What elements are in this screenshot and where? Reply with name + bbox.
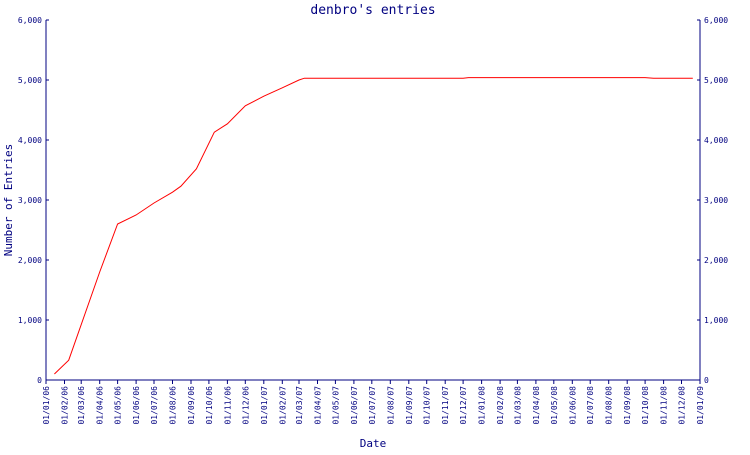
ticks: 0 0 1,000 1,000 2,000 2,000 3,000 3,000 4,000 4,0…: [18, 16, 728, 425]
x-tick-label: 01/07/07: [368, 386, 377, 425]
x-tick-label: 01/08/08: [605, 386, 614, 425]
x-tick-label: 01/02/06: [60, 386, 69, 425]
series-layer: [54, 77, 693, 375]
x-tick-label: 01/09/06: [187, 386, 196, 425]
series-line: [54, 77, 693, 375]
y-tick-label-left: 4,000: [18, 136, 42, 145]
y-tick-label-left: 6,000: [18, 16, 42, 25]
x-tick-label: 01/02/08: [496, 386, 505, 425]
x-tick-label: 01/02/07: [278, 386, 287, 425]
x-tick-label: 01/01/06: [42, 386, 51, 425]
y-tick-label-right: 3,000: [704, 196, 728, 205]
x-tick-label: 01/04/07: [314, 386, 323, 425]
x-tick-label: 01/03/08: [513, 386, 522, 425]
x-tick-label: 01/08/07: [386, 386, 395, 425]
chart-title: denbro's entries: [310, 3, 435, 18]
y-tick-label-right: 2,000: [704, 256, 728, 265]
x-tick-label: 01/01/09: [696, 386, 705, 425]
y-tick-label-left: 3,000: [18, 196, 42, 205]
axes: [45, 20, 701, 381]
y-tick-label-left: 0: [37, 376, 42, 385]
x-tick-label: 01/04/06: [96, 386, 105, 425]
x-tick-label: 01/09/07: [405, 386, 414, 425]
y-tick-label-right: 1,000: [704, 316, 728, 325]
y-tick-label-right: 0: [704, 376, 709, 385]
y-tick-label-right: 4,000: [704, 136, 728, 145]
x-tick-label: 01/12/08: [678, 386, 687, 425]
x-tick-label: 01/10/07: [423, 386, 432, 425]
x-tick-label: 01/04/08: [532, 386, 541, 425]
y-tick-label-left: 1,000: [18, 316, 42, 325]
x-tick-label: 01/07/08: [586, 386, 595, 425]
x-tick-label: 01/06/07: [350, 386, 359, 425]
x-tick-label: 01/11/07: [441, 386, 450, 425]
x-tick-label: 01/03/06: [77, 386, 86, 425]
x-tick-label: 01/01/07: [260, 386, 269, 425]
x-tick-label: 01/06/08: [568, 386, 577, 425]
x-tick-label: 01/07/06: [150, 386, 159, 425]
y-tick-label-left: 5,000: [18, 76, 42, 85]
y-axis-label: Number of Entries: [2, 144, 15, 257]
x-tick-label: 01/08/06: [169, 386, 178, 425]
x-axis-label: Date: [360, 437, 387, 450]
x-tick-label: 01/01/08: [478, 386, 487, 425]
y-tick-label-right: 5,000: [704, 76, 728, 85]
x-tick-label: 01/05/08: [550, 386, 559, 425]
x-tick-label: 01/03/07: [295, 386, 304, 425]
y-tick-label-right: 6,000: [704, 16, 728, 25]
x-tick-label: 01/10/06: [205, 386, 214, 425]
x-tick-label: 01/05/06: [114, 386, 123, 425]
x-tick-label: 01/11/06: [223, 386, 232, 425]
x-tick-label: 01/12/07: [459, 386, 468, 425]
x-tick-label: 01/10/08: [641, 386, 650, 425]
x-tick-label: 01/12/06: [241, 386, 250, 425]
x-tick-label: 01/06/06: [132, 386, 141, 425]
x-tick-label: 01/09/08: [623, 386, 632, 425]
x-tick-label: 01/05/07: [331, 386, 340, 425]
x-tick-label: 01/11/08: [660, 386, 669, 425]
y-tick-label-left: 2,000: [18, 256, 42, 265]
